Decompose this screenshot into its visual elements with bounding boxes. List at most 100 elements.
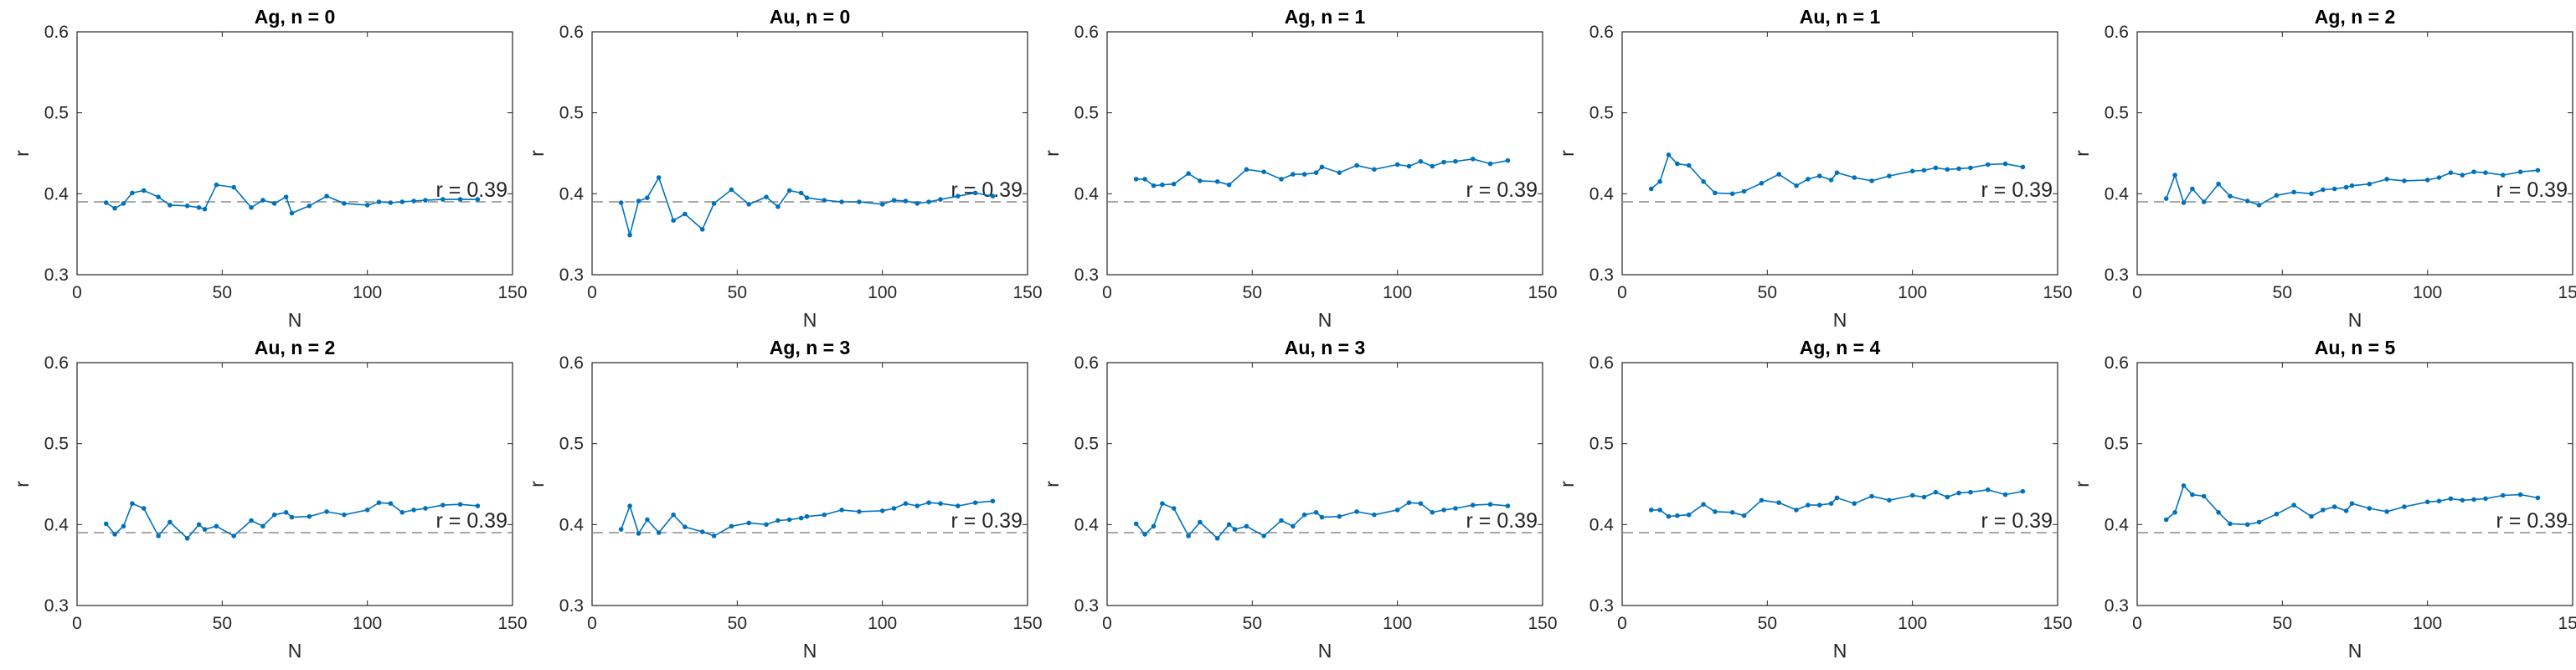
data-point (2436, 498, 2442, 504)
y-tick-label: 0.5 (559, 104, 584, 123)
data-point (1956, 166, 1961, 172)
data-point (2517, 492, 2523, 497)
data-point (1816, 502, 1822, 508)
subplot-title: Ag, n = 1 (1285, 6, 1366, 28)
data-point (2483, 170, 2488, 175)
subplot-2: 0 50 100 150 0.3 0.4 0.5 0.6 Au, n = 0 Nr r = 0.39 (526, 6, 1043, 331)
data-point (699, 227, 705, 232)
data-point (112, 205, 117, 211)
data-point (307, 513, 312, 519)
x-tick-label: 100 (868, 283, 897, 302)
data-point (130, 190, 135, 196)
x-axis-label: N (288, 309, 302, 331)
data-point (2367, 506, 2372, 511)
data-point (729, 523, 734, 529)
data-point (2501, 492, 2506, 498)
data-point (411, 508, 416, 513)
subplot-5: 0 50 100 150 0.3 0.4 0.5 0.6 Ag, n = 2 Nr r = 0.39 (2071, 6, 2576, 331)
axes-box (591, 31, 1028, 276)
y-tick-label: 0.4 (2105, 184, 2130, 204)
data-point (2291, 502, 2296, 508)
data-point (1142, 532, 1147, 537)
data-point (2343, 184, 2349, 190)
data-point (746, 202, 751, 207)
data-point (1198, 519, 1203, 525)
data-point (1337, 170, 1342, 175)
data-point (121, 201, 126, 206)
data-point (1406, 500, 1412, 505)
subplot-6: 0 50 100 150 0.3 0.4 0.5 0.6 Au, n = 2 Nr r = 0.39 (11, 337, 528, 662)
data-point (1372, 512, 1377, 518)
data-point (2181, 200, 2187, 205)
data-point (1261, 533, 1266, 539)
data-point (2172, 173, 2177, 178)
data-point (1828, 178, 1834, 183)
subplot-9: 0 50 100 150 0.3 0.4 0.5 0.6 Ag, n = 4 Nr r = 0.39 (1556, 337, 2073, 662)
y-tick-label: 0.3 (559, 265, 584, 285)
data-point (2367, 181, 2372, 187)
x-axis-label: N (1833, 640, 1847, 662)
data-point (2201, 493, 2207, 499)
y-axis-label: r (2071, 481, 2093, 487)
data-point (475, 197, 481, 202)
data-point (2448, 170, 2454, 175)
data-point (2201, 199, 2207, 204)
reference-annotation: r = 0.39 (2496, 509, 2568, 533)
data-point (1244, 523, 1249, 529)
y-tick-label: 0.3 (559, 596, 584, 616)
series-line (1136, 157, 1508, 187)
y-tick-label: 0.6 (44, 23, 69, 42)
data-point (1301, 172, 1307, 177)
data-point (1418, 501, 1424, 506)
reference-annotation: r = 0.39 (436, 178, 507, 202)
data-point (283, 194, 289, 199)
data-point (1968, 165, 1973, 171)
data-point (289, 210, 295, 216)
data-point (1471, 157, 1476, 162)
data-point (167, 519, 173, 525)
data-point (1956, 490, 1961, 496)
data-point (167, 203, 173, 208)
data-point (457, 502, 463, 507)
data-point (1759, 497, 1765, 503)
data-point (1806, 177, 1811, 182)
data-point (822, 512, 827, 518)
y-tick-label: 0.6 (559, 23, 584, 42)
data-point (786, 517, 792, 523)
series-line (1651, 488, 2023, 518)
data-point (798, 190, 804, 196)
data-point (2483, 496, 2488, 502)
data-point (2402, 504, 2407, 509)
data-point (1394, 508, 1400, 513)
data-point (956, 193, 961, 198)
x-tick-label: 150 (497, 283, 527, 302)
data-point (1657, 508, 1662, 513)
data-point (2163, 196, 2169, 201)
data-point (2020, 488, 2026, 494)
data-point (656, 530, 662, 535)
data-point (804, 513, 810, 519)
x-tick-label: 150 (1528, 283, 1557, 302)
x-tick-label: 0 (72, 614, 82, 633)
x-tick-label: 150 (1012, 614, 1042, 633)
y-tick-label: 0.4 (44, 515, 70, 534)
data-point (324, 193, 329, 198)
axes-box (1621, 31, 2058, 276)
data-point (1834, 170, 1840, 175)
x-tick-label: 100 (2413, 283, 2442, 302)
x-tick-label: 150 (2043, 283, 2072, 302)
y-axis-label: r (1041, 150, 1063, 157)
data-point (926, 500, 931, 505)
x-tick-label: 50 (213, 614, 232, 633)
data-point (764, 522, 769, 528)
data-point (141, 506, 147, 511)
data-point (2331, 186, 2337, 192)
series-line (2165, 169, 2538, 206)
data-point (2501, 173, 2506, 178)
data-point (990, 193, 996, 198)
data-point (671, 512, 676, 518)
y-tick-label: 0.6 (2105, 23, 2129, 42)
x-tick-label: 0 (2132, 614, 2142, 633)
data-point (1666, 513, 1672, 519)
data-point (1852, 501, 1857, 506)
